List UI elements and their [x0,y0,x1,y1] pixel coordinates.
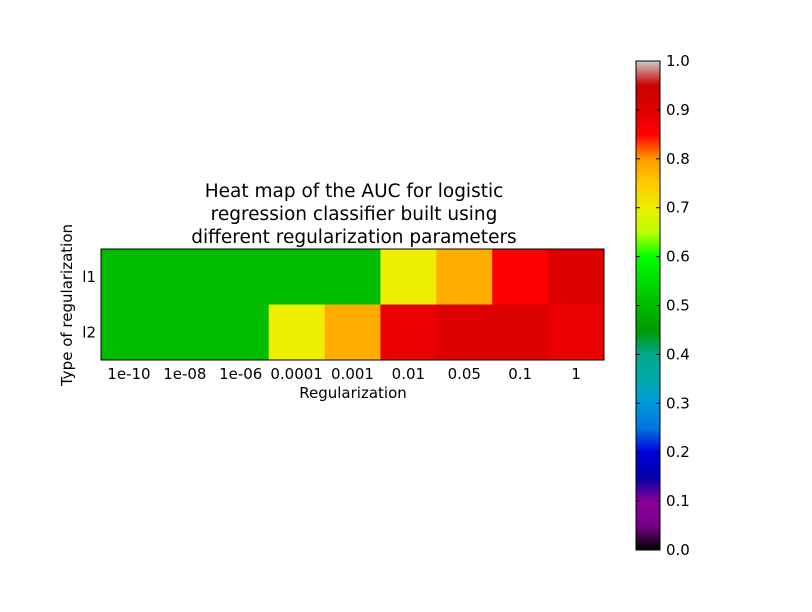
chart-title-line-1: Heat map of the AUC for logistic [205,181,504,202]
x-axis-label: Regularization [299,384,407,402]
x-tick-label: 0.001 [331,365,374,383]
heatmap-cell [268,249,326,305]
heatmap-cell [548,304,605,361]
y-tick-labels: l1 l2 [82,268,96,342]
colorbar-tick-label: 0.4 [666,345,690,363]
colorbar-tick-label: 0.8 [666,150,690,168]
x-tick-label: 0.1 [508,365,532,383]
x-tick-label: 1e-10 [107,365,150,383]
colorbar-tick-label: 0.1 [666,492,690,510]
heatmap-cell [212,249,270,305]
heatmap-cell [492,249,549,305]
heatmap-cell [212,304,270,361]
colorbar-tick-label: 0.5 [666,297,690,315]
plot-frame [100,248,605,361]
heatmap-cell [380,304,437,361]
y-axis-label: Type of regularization [58,224,76,387]
x-tick-labels: 1e-10 1e-08 1e-06 0.0001 0.001 0.01 0.05 0.1 1 [107,365,581,383]
colorbar-tick-label: 0.9 [666,101,690,119]
heatmap-cell [324,304,381,361]
heatmap-cell [101,304,158,361]
x-tick-label: 1e-06 [219,365,262,383]
heatmap-cell [101,249,158,305]
y-tick-label: l1 [82,268,96,286]
x-tick-label: 0.01 [392,365,425,383]
heatmap-cell [268,304,326,361]
colorbar-tick-label: 0.6 [666,248,690,266]
chart-title-line-3: different regularization parameters [191,227,516,248]
x-tick-label: 1e-08 [163,365,206,383]
heatmap-cell [492,304,549,361]
heatmap-cell [324,249,381,305]
heatmap-cell [436,249,493,305]
colorbar-tick-label: 0.7 [666,199,690,217]
colorbar-tick-label: 1.0 [666,52,690,70]
heatmap-cells [101,249,605,361]
heatmap-cell [548,249,605,305]
heatmap-cell [380,249,437,305]
colorbar-tick-label: 0.3 [666,394,690,412]
colorbar-ticks: 0.0 0.1 0.2 0.3 0.4 0.5 0.6 0.7 0.8 0.9 1.0 [636,52,690,559]
x-tick-label: 0.0001 [270,365,323,383]
heatmap-cell [156,304,214,361]
colorbar-tick-label: 0.2 [666,443,690,461]
chart-title-line-2: regression classifier built using [211,204,498,225]
y-tick-label: l2 [82,323,96,341]
colorbar-tick-label: 0.0 [666,541,690,559]
x-tick-label: 1 [571,365,581,383]
heatmap-cell [436,304,493,361]
heatmap-cell [156,249,214,305]
x-tick-label: 0.05 [448,365,481,383]
